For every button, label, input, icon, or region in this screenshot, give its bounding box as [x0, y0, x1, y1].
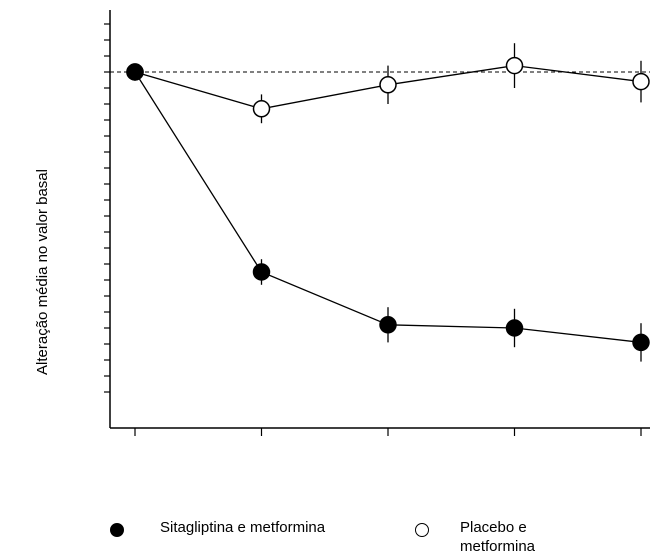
data-point [632, 333, 650, 352]
axes [104, 10, 650, 436]
series-line [134, 71, 642, 344]
series-layer [126, 43, 650, 362]
data-point [252, 263, 271, 281]
legend-marker-open-circle [415, 523, 429, 537]
series-2 [126, 43, 650, 124]
data-point [505, 56, 524, 75]
data-point [632, 72, 650, 91]
legend-label-sitagliptina: Sitagliptina e metformina [160, 519, 326, 536]
data-point [379, 76, 397, 94]
data-point [505, 319, 524, 337]
data-point [379, 316, 397, 334]
legend-label-placebo: Placebo e metformina [460, 519, 536, 555]
legend-marker-filled-circle [110, 523, 124, 537]
series-1 [126, 63, 650, 362]
legend: Sitagliptina e metformina Placebo e metf… [0, 518, 657, 558]
data-point [126, 63, 144, 81]
data-point [252, 100, 271, 118]
y-axis-label: Alteração média no valor basal [34, 169, 51, 375]
